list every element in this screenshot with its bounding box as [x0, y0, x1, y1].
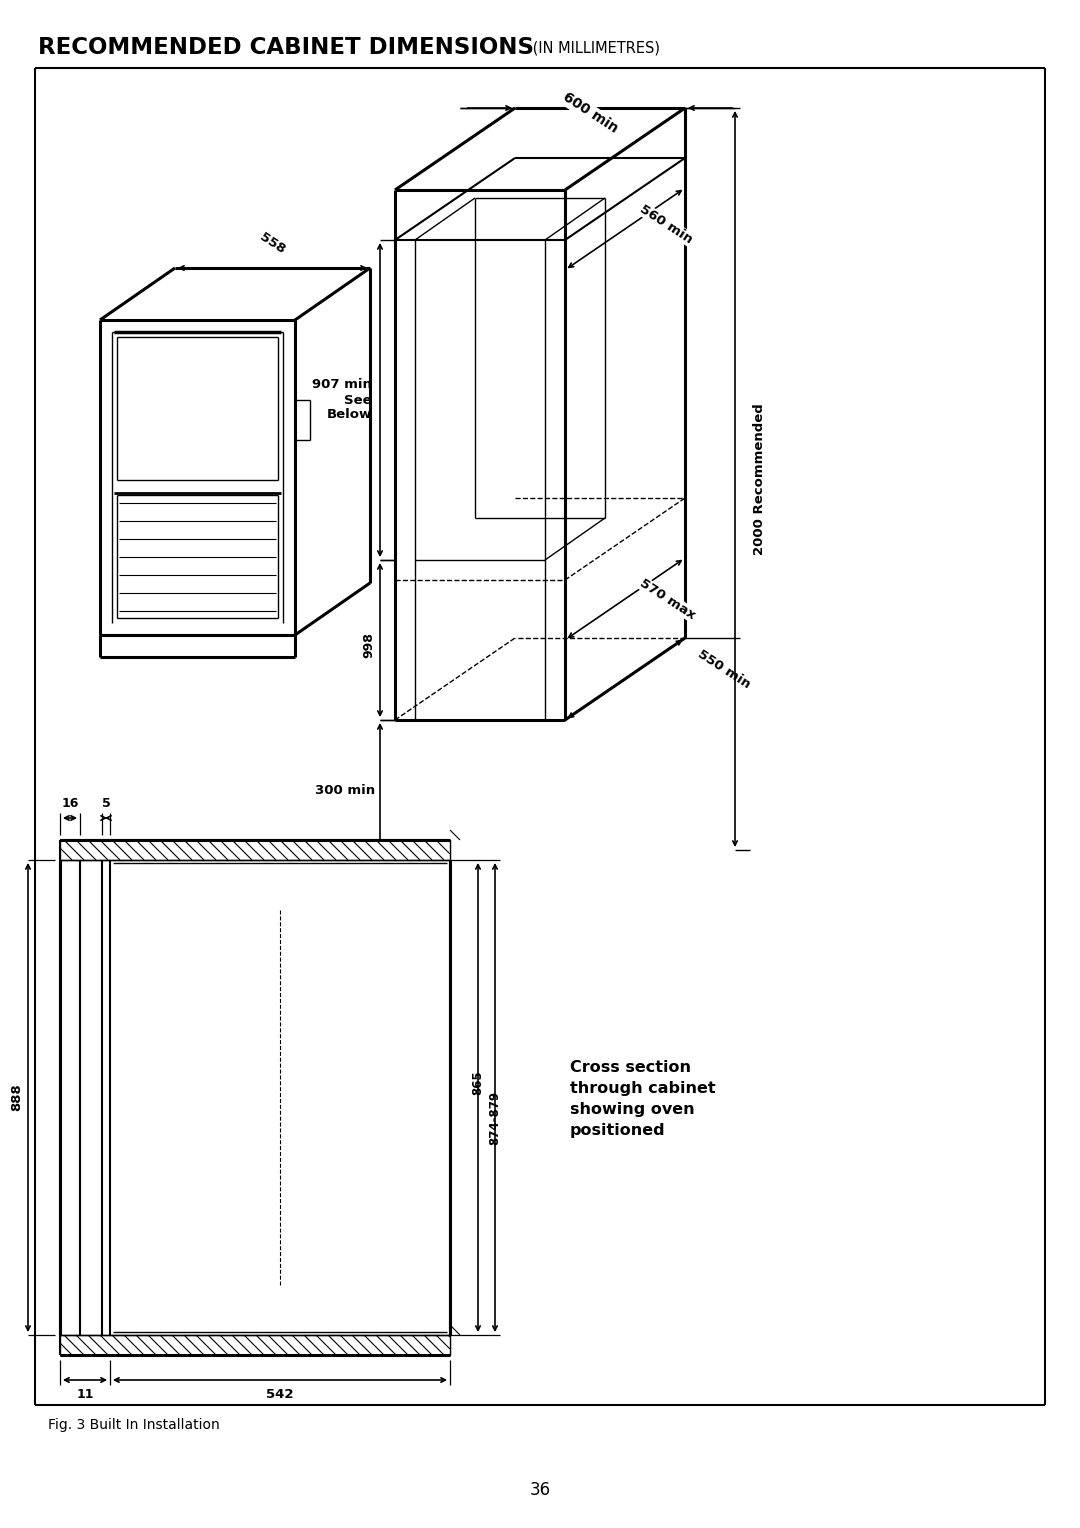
Text: 36: 36 — [529, 1481, 551, 1499]
Text: 2000 Recommended: 2000 Recommended — [753, 403, 766, 555]
Text: 600 min: 600 min — [559, 90, 620, 136]
Text: 888: 888 — [10, 1083, 23, 1111]
Text: RECOMMENDED CABINET DIMENSIONS: RECOMMENDED CABINET DIMENSIONS — [38, 37, 534, 60]
Text: Cross section
through cabinet
showing oven
positioned: Cross section through cabinet showing ov… — [570, 1060, 716, 1138]
Text: 300 min: 300 min — [315, 784, 375, 796]
Text: 874-879: 874-879 — [488, 1091, 501, 1144]
Text: 5: 5 — [102, 798, 110, 810]
Text: 998: 998 — [362, 633, 375, 659]
Text: 558: 558 — [257, 231, 287, 257]
Text: Fig. 3 Built In Installation: Fig. 3 Built In Installation — [48, 1418, 219, 1432]
Text: 550 min: 550 min — [696, 648, 753, 692]
Text: 16: 16 — [62, 798, 79, 810]
Text: 560 min: 560 min — [637, 202, 694, 246]
Bar — [60, 1335, 450, 1355]
Text: (IN MILLIMETRES): (IN MILLIMETRES) — [528, 41, 660, 55]
Text: 570 max: 570 max — [637, 576, 698, 622]
Text: 11: 11 — [77, 1387, 94, 1401]
Text: 865: 865 — [472, 1070, 485, 1096]
Bar — [60, 840, 450, 860]
Text: 907 min
See
Below: 907 min See Below — [312, 379, 372, 422]
Text: 542: 542 — [267, 1387, 294, 1401]
